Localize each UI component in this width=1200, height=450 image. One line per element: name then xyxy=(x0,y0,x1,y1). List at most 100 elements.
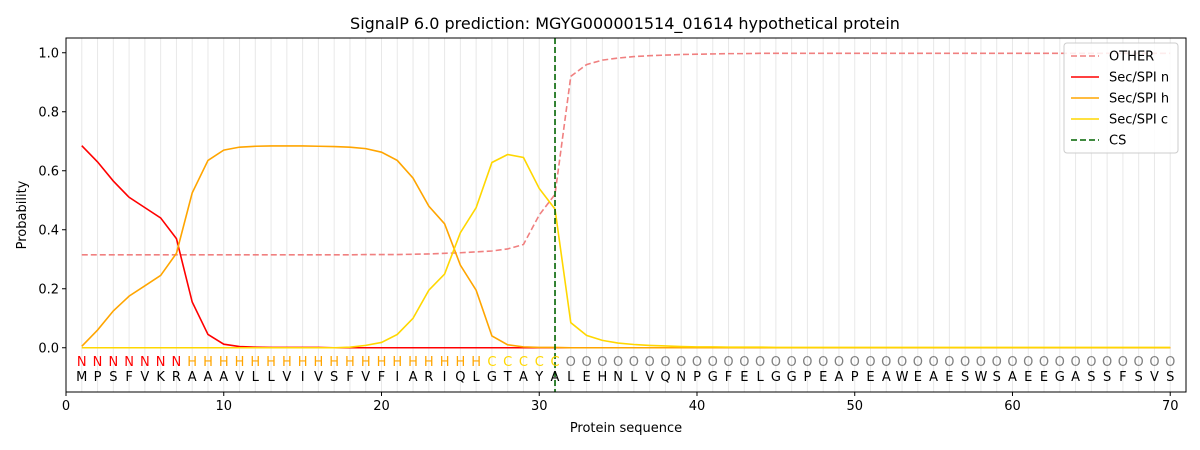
sequence-residue: I xyxy=(301,370,305,385)
chart-title: SignalP 6.0 prediction: MGYG000001514_01… xyxy=(350,14,900,34)
annotation-label: O xyxy=(881,355,891,370)
sequence-residue: L xyxy=(252,370,260,385)
series-line-sec-spi-h xyxy=(81,145,1171,349)
annotation-label: H xyxy=(471,355,481,370)
x-tick-label: 10 xyxy=(215,399,232,414)
x-tick-label: 50 xyxy=(846,399,863,414)
annotation-label: C xyxy=(503,355,512,370)
plot-frame xyxy=(65,37,1187,393)
x-tick-label: 0 xyxy=(62,399,70,414)
annotation-label: O xyxy=(897,355,907,370)
annotation-label: O xyxy=(613,355,623,370)
x-tick-label: 60 xyxy=(1004,399,1021,414)
annotation-label: O xyxy=(1070,355,1080,370)
legend: OTHER Sec/SPI n Sec/SPI h Sec/SPI c CS xyxy=(1063,42,1179,154)
annotation-label: O xyxy=(755,355,765,370)
sequence-residue: A xyxy=(882,370,891,385)
sequence-residue: A xyxy=(929,370,938,385)
annotation-label: O xyxy=(1055,355,1065,370)
annotation-label: H xyxy=(235,355,245,370)
annotation-label: N xyxy=(93,355,103,370)
sequence-residue: G xyxy=(1055,370,1065,385)
annotation-label: N xyxy=(140,355,150,370)
annotation-label: H xyxy=(377,355,387,370)
sequence-residue: A xyxy=(1008,370,1017,385)
sequence-residue: A xyxy=(188,370,197,385)
sequence-residue: A xyxy=(409,370,418,385)
sequence-residue: Y xyxy=(534,370,543,385)
annotation-label: C xyxy=(550,355,559,370)
sequence-residue: K xyxy=(156,370,165,385)
annotation-label: H xyxy=(440,355,450,370)
annotation-label: N xyxy=(172,355,182,370)
sequence-residue: L xyxy=(567,370,575,385)
sequence-residue: A xyxy=(219,370,228,385)
sequence-residue: S xyxy=(993,370,1001,385)
sequence-residue: P xyxy=(851,370,859,385)
annotation-label: C xyxy=(487,355,496,370)
annotation-label: N xyxy=(124,355,134,370)
sequence-residue: R xyxy=(172,370,181,385)
annotation-label: H xyxy=(187,355,197,370)
legend-label: Sec/SPI n xyxy=(1109,71,1169,86)
annotation-label: H xyxy=(314,355,324,370)
legend-label: Sec/SPI h xyxy=(1109,92,1169,107)
annotation-label: N xyxy=(77,355,87,370)
sequence-residue: S xyxy=(1087,370,1095,385)
x-axis-label: Protein sequence xyxy=(570,421,682,436)
annotation-label: O xyxy=(771,355,781,370)
sequence-residue: E xyxy=(945,370,953,385)
sequence-residue: L xyxy=(756,370,764,385)
annotation-label: H xyxy=(250,355,260,370)
y-tick-label: 0.8 xyxy=(38,105,59,120)
sequence-residue: W xyxy=(896,370,909,385)
annotation-label: O xyxy=(834,355,844,370)
sequence-residue: G xyxy=(771,370,781,385)
annotation-label: O xyxy=(1118,355,1128,370)
annotation-label: O xyxy=(566,355,576,370)
annotation-label: O xyxy=(818,355,828,370)
annotation-label: O xyxy=(865,355,875,370)
sequence-residue: A xyxy=(204,370,213,385)
annotation-label: H xyxy=(392,355,402,370)
sequence-residue: G xyxy=(708,370,718,385)
sequence-residue: N xyxy=(613,370,623,385)
annotation-label: H xyxy=(455,355,465,370)
x-tick-label: 70 xyxy=(1162,399,1179,414)
annotation-label: O xyxy=(581,355,591,370)
annotation-label: O xyxy=(1134,355,1144,370)
annotation-label: O xyxy=(629,355,639,370)
sequence-residue: F xyxy=(125,370,132,385)
series-line-sec-spi-n xyxy=(81,145,1171,349)
annotation-label: O xyxy=(787,355,797,370)
sequence-residue: T xyxy=(503,370,512,385)
annotation-label: H xyxy=(329,355,339,370)
sequence-residue: F xyxy=(346,370,353,385)
sequence-residue: F xyxy=(725,370,732,385)
sequence-residue: A xyxy=(519,370,528,385)
annotation-label: O xyxy=(676,355,686,370)
annotation-label: H xyxy=(266,355,276,370)
annotation-label: C xyxy=(535,355,544,370)
annotation-label: O xyxy=(1165,355,1175,370)
annotation-label: O xyxy=(1102,355,1112,370)
annotation-label: O xyxy=(1086,355,1096,370)
sequence-residue: P xyxy=(693,370,701,385)
annotation-label: O xyxy=(1007,355,1017,370)
sequence-residue: F xyxy=(1119,370,1126,385)
sequence-residue: I xyxy=(443,370,447,385)
sequence-residue: L xyxy=(473,370,481,385)
annotation-label: H xyxy=(298,355,308,370)
sequence-residue: M xyxy=(76,370,87,385)
sequence-residue: E xyxy=(819,370,827,385)
sequence-residue: A xyxy=(835,370,844,385)
sequence-residue: R xyxy=(424,370,433,385)
sequence-residue: F xyxy=(378,370,385,385)
legend-label: OTHER xyxy=(1109,50,1154,65)
sequence-residue: S xyxy=(1103,370,1111,385)
sequence-residue: S xyxy=(330,370,338,385)
legend-box xyxy=(1063,42,1179,154)
sequence-residue: E xyxy=(1024,370,1032,385)
